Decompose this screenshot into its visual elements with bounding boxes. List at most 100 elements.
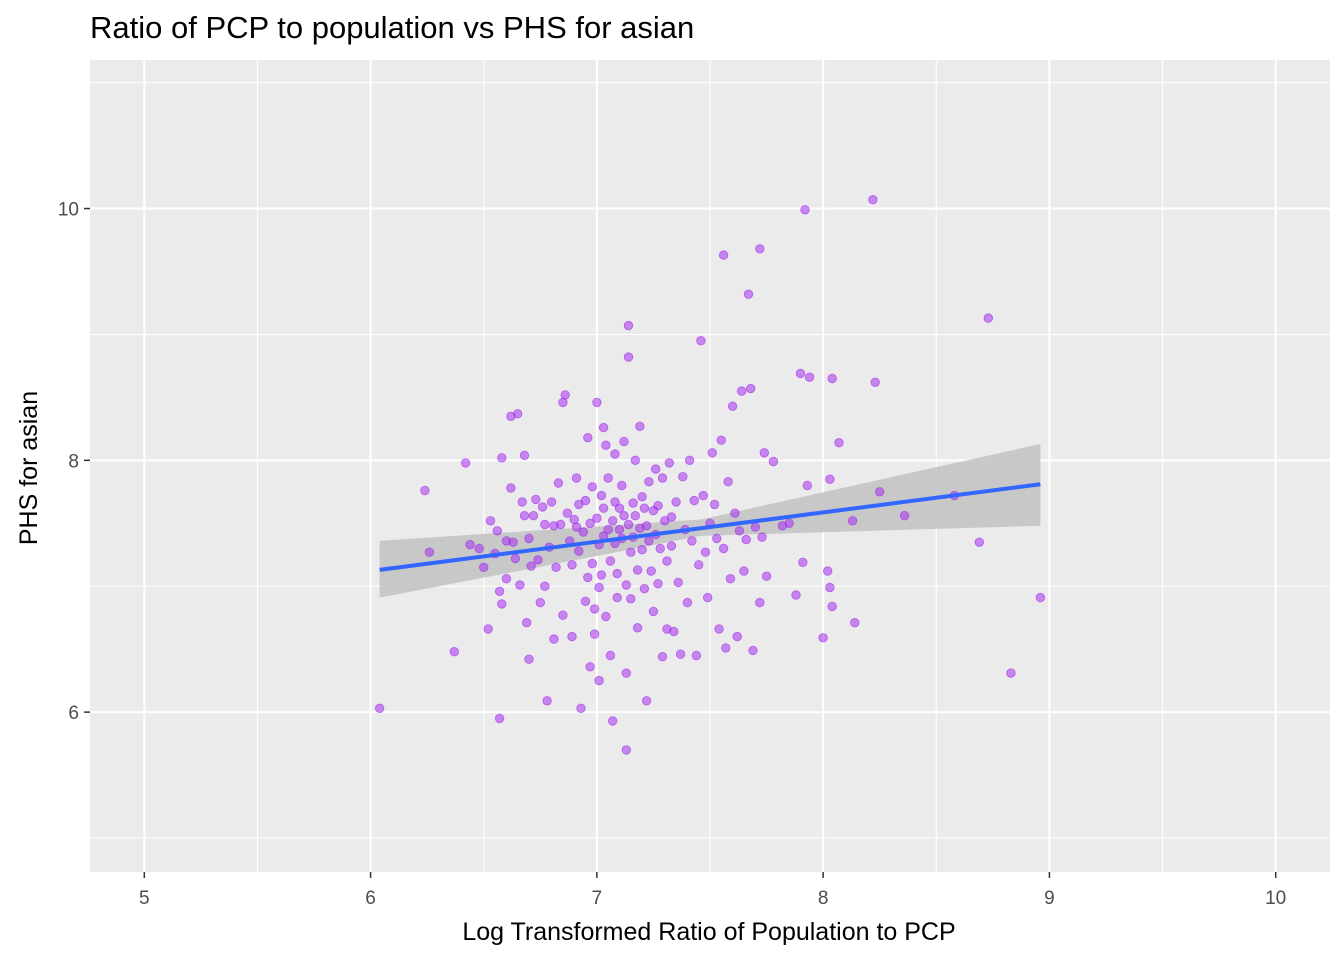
- data-point: [592, 513, 602, 523]
- data-point: [755, 597, 765, 608]
- grid-lines: [90, 60, 1330, 872]
- data-point: [589, 604, 600, 614]
- data-point: [567, 560, 577, 570]
- data-point: [1035, 592, 1046, 603]
- data-point: [494, 586, 505, 597]
- data-point: [691, 650, 702, 661]
- data-point: [682, 597, 693, 608]
- data-point: [700, 547, 711, 557]
- data-point: [592, 397, 602, 408]
- data-point: [603, 473, 613, 483]
- data-point: [594, 582, 604, 593]
- data-point: [596, 570, 607, 580]
- data-point: [519, 450, 530, 461]
- data-point: [727, 401, 738, 411]
- data-point: [501, 574, 512, 584]
- data-point: [761, 571, 772, 581]
- data-point: [596, 490, 607, 501]
- data-point: [755, 244, 765, 254]
- data-point: [574, 546, 584, 556]
- y-axis: 6 8 10: [58, 200, 90, 724]
- data-point: [637, 492, 647, 502]
- data-point: [567, 631, 577, 642]
- data-point: [759, 448, 770, 458]
- data-point: [549, 634, 559, 644]
- data-point: [608, 716, 618, 726]
- fit-line-layer: [379, 482, 1041, 572]
- data-point: [827, 601, 837, 612]
- data-point: [750, 522, 761, 532]
- data-point: [632, 565, 643, 575]
- data-point: [424, 547, 435, 557]
- data-point: [519, 511, 530, 521]
- data-point: [571, 522, 582, 532]
- data-point: [834, 438, 844, 448]
- data-point: [420, 485, 430, 496]
- data-point: [540, 581, 550, 591]
- data-point: [646, 566, 656, 576]
- data-point: [689, 495, 699, 506]
- data-point: [562, 508, 573, 518]
- data-point: [583, 433, 593, 443]
- y-tick-label: 6: [68, 703, 79, 724]
- data-point: [712, 533, 722, 544]
- data-point: [632, 623, 643, 633]
- data-point: [666, 541, 677, 551]
- data-point: [641, 696, 652, 706]
- data-point: [589, 629, 600, 639]
- y-tick-label: 8: [68, 451, 79, 472]
- data-point: [639, 503, 650, 513]
- data-point: [703, 592, 713, 603]
- data-point: [723, 477, 733, 487]
- data-point: [651, 464, 661, 474]
- data-point: [653, 501, 663, 511]
- data-point: [524, 533, 534, 544]
- data-point: [974, 537, 985, 547]
- data-point: [546, 497, 557, 507]
- data-point: [639, 584, 650, 594]
- x-tick-label: 6: [365, 888, 376, 909]
- data-point: [610, 497, 620, 507]
- data-point: [818, 633, 828, 643]
- data-point: [510, 553, 521, 564]
- data-point: [671, 497, 681, 507]
- data-point: [698, 490, 708, 501]
- data-point: [560, 390, 570, 400]
- data-point: [623, 320, 634, 331]
- data-point: [868, 194, 878, 205]
- data-point: [497, 599, 507, 609]
- data-point: [630, 511, 641, 521]
- data-point: [741, 534, 751, 545]
- y-axis-title: PHS for asian: [15, 391, 43, 545]
- data-point: [827, 373, 837, 384]
- data-point: [739, 566, 749, 576]
- data-point: [657, 652, 668, 662]
- data-point: [696, 336, 706, 346]
- data-point: [540, 519, 550, 530]
- data-point: [626, 594, 636, 604]
- data-point: [374, 703, 385, 714]
- data-point: [875, 487, 885, 497]
- data-point: [614, 503, 625, 513]
- data-point: [542, 696, 552, 706]
- data-point: [795, 368, 806, 379]
- data-point: [621, 668, 632, 678]
- x-tick-label: 9: [1044, 888, 1055, 909]
- data-point: [707, 448, 718, 458]
- x-tick-label: 5: [139, 888, 150, 909]
- data-point: [716, 435, 727, 445]
- data-point: [644, 477, 654, 487]
- data-point: [522, 618, 532, 628]
- data-point: [714, 624, 724, 634]
- data-point: [612, 592, 622, 603]
- data-point: [483, 624, 493, 634]
- data-point: [508, 537, 518, 547]
- data-point: [531, 494, 541, 505]
- data-point: [621, 745, 632, 755]
- data-point: [587, 482, 598, 492]
- data-point: [825, 582, 835, 593]
- data-point: [492, 526, 503, 536]
- data-point: [802, 480, 813, 491]
- data-point: [823, 566, 833, 576]
- data-point: [598, 422, 609, 433]
